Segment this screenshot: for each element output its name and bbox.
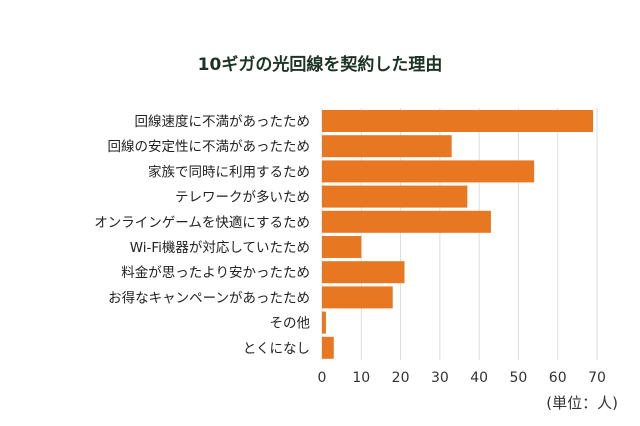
category-label: テレワークが多いため [175,189,310,206]
bar [322,210,491,233]
category-label: 家族で同時に利用するため [148,163,310,180]
x-tick-label: 30 [431,370,449,386]
x-tick-label: 70 [588,370,606,386]
bar [322,311,326,334]
x-tick-label: 0 [318,370,327,386]
category-label: オンラインゲームを快適にするため [94,214,310,231]
chart-title: 10ギガの光回線を契約した理由 [197,55,443,75]
bar [322,261,405,284]
category-label: Wi-Fi機器が対応していたため [130,240,310,256]
category-label: 回線の安定性に不満があったため [108,139,311,155]
bar [322,236,362,258]
category-label: 料金が思ったより安かったため [121,265,310,281]
unit-label: (単位：人) [546,394,618,412]
bar [322,110,594,132]
category-label: その他 [270,316,311,332]
bar [322,135,452,158]
x-tick-label: 10 [352,370,370,386]
x-tick-label: 40 [470,370,488,386]
x-tick-label: 20 [392,370,410,386]
category-label: とくになし [243,341,310,357]
category-label: お得なキャンペーンがあったため [108,289,310,306]
category-label: 回線速度に不満があったため [135,114,311,130]
bar [322,160,535,183]
bar [322,185,468,208]
x-tick-label: 50 [510,370,528,386]
bar [322,336,334,359]
bar [322,286,393,309]
x-tick-label: 60 [549,370,567,386]
